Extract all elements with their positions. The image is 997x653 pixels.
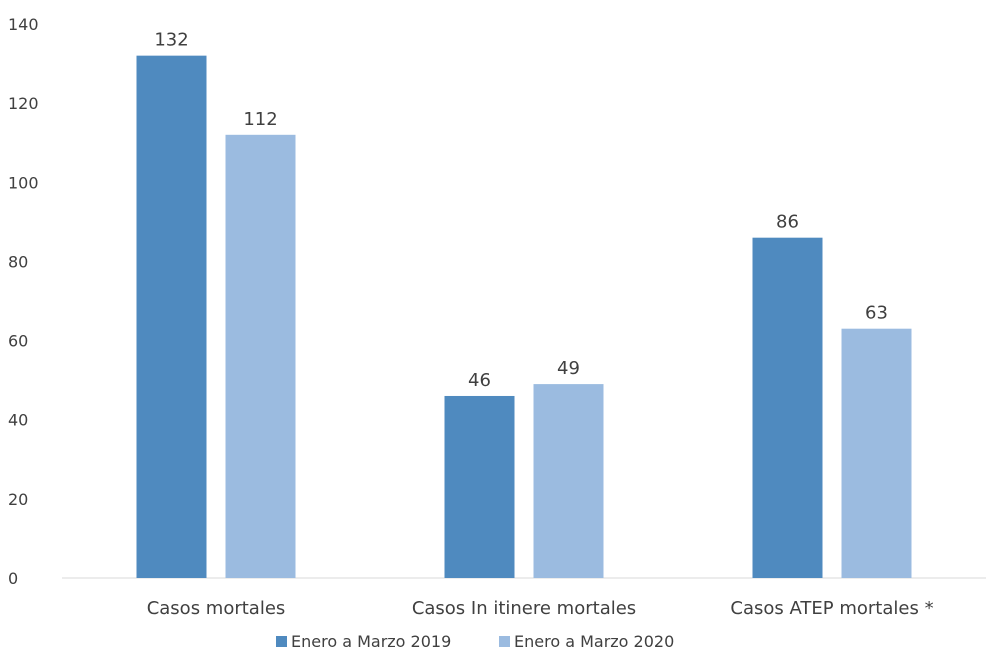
legend-label: Enero a Marzo 2019 [291,632,451,651]
bar [225,134,296,579]
x-tick-label: Casos ATEP mortales * [730,598,933,619]
y-tick-label: 100 [8,173,39,192]
legend: Enero a Marzo 2019 Enero a Marzo 2020 [276,632,674,651]
x-tick-label: Casos In itinere mortales [412,598,636,619]
data-label: 63 [865,303,888,324]
data-label: 112 [243,109,277,130]
y-tick-label: 0 [8,569,18,588]
y-tick-label: 20 [8,490,28,509]
y-tick-label: 140 [8,15,39,34]
data-label: 46 [468,370,491,391]
data-label: 49 [557,358,580,379]
legend-label: Enero a Marzo 2020 [514,632,674,651]
y-tick-label: 80 [8,252,28,271]
legend-swatch [276,636,287,647]
bar [841,328,912,578]
data-label: 86 [776,212,799,233]
y-tick-label: 120 [8,94,39,113]
y-tick-label: 40 [8,411,28,430]
legend-swatch [499,636,510,647]
bar [752,237,823,578]
bars [136,55,912,579]
x-axis-labels: Casos mortales Casos In itinere mortales C… [147,598,934,619]
y-axis: 0 20 40 60 80 100 120 140 [8,15,39,588]
x-tick-label: Casos mortales [147,598,286,619]
bar [444,395,515,578]
bar [136,55,207,578]
data-label: 132 [154,30,188,51]
bar [533,384,604,578]
data-labels: 132 112 46 49 86 63 [154,30,888,391]
y-tick-label: 60 [8,332,28,351]
